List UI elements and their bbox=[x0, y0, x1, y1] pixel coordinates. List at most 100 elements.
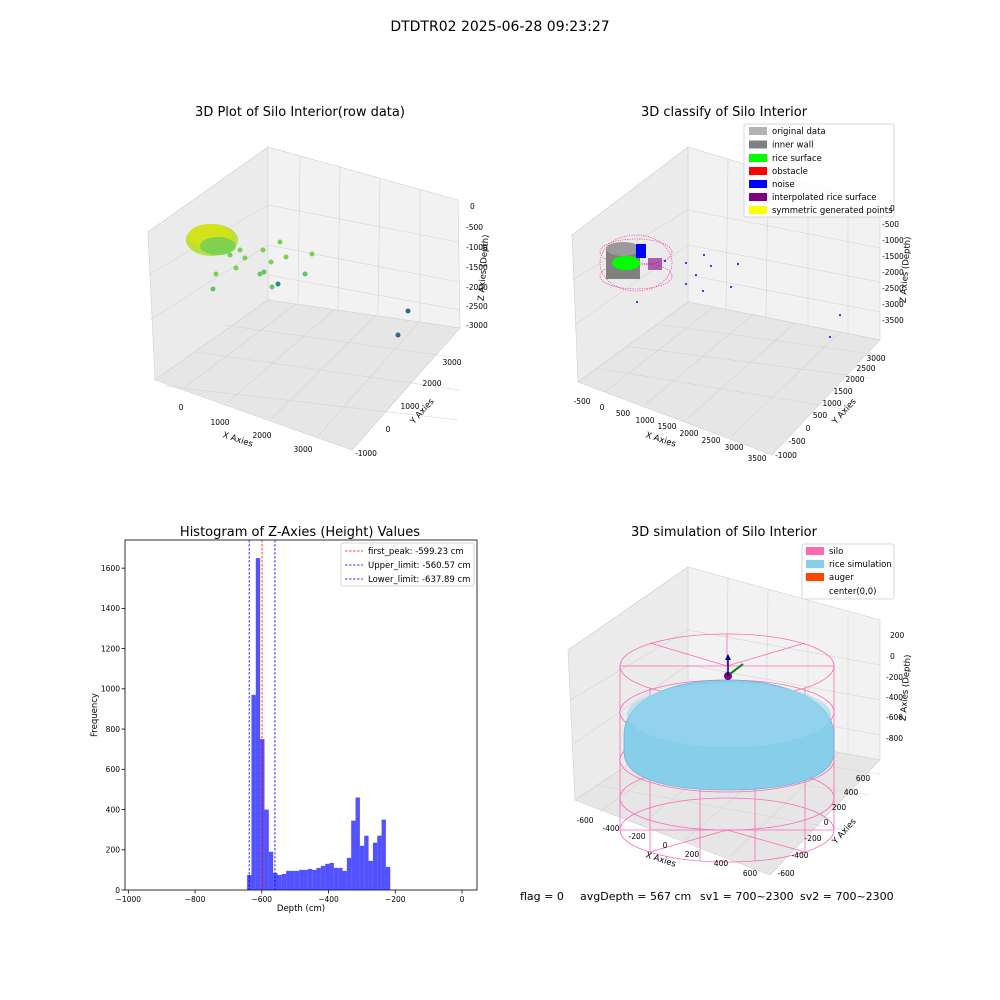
classify-y-tick: -500 bbox=[788, 437, 805, 446]
classify-x-tick: 3500 bbox=[747, 454, 766, 463]
classify-grid-z-side bbox=[574, 244, 689, 326]
simulation-legend: silo rice simulation auger center(0,0) bbox=[801, 543, 895, 600]
simulation-x-tick: 600 bbox=[743, 869, 758, 878]
raw-point bbox=[405, 308, 411, 314]
histogram-bar bbox=[255, 558, 261, 890]
classify-y-tick: 3000 bbox=[866, 354, 885, 363]
histogram-bar bbox=[312, 869, 317, 890]
classify-z-tick: -1500 bbox=[882, 252, 904, 261]
classify-z-tick: -3000 bbox=[882, 300, 904, 309]
histogram-bar bbox=[325, 863, 330, 890]
raw-grid-vert-3 bbox=[377, 177, 381, 316]
classify-noise-point bbox=[664, 260, 666, 262]
histogram-bar bbox=[338, 867, 343, 890]
classify-y-tick: 500 bbox=[813, 411, 828, 420]
classify-interp-ring bbox=[599, 234, 673, 292]
histogram-bar bbox=[299, 869, 304, 890]
classify-z-tick: -2000 bbox=[882, 268, 904, 277]
classify-y-tick: 1000 bbox=[822, 399, 841, 408]
simulation-legend-box bbox=[801, 543, 895, 600]
histogram-x-ticks: −1000 −800 −600 −400 −200 0 bbox=[116, 890, 465, 904]
raw-point bbox=[277, 239, 283, 245]
classify-noise-point bbox=[710, 265, 712, 267]
classify-y-tick: 2000 bbox=[845, 375, 864, 384]
silo-floor-spoke bbox=[649, 829, 728, 853]
classify-z-tick: 0 bbox=[890, 204, 895, 213]
raw-point bbox=[213, 271, 219, 277]
classify-grid-vert bbox=[725, 159, 729, 311]
histogram-y-tick-label: 800 bbox=[106, 725, 121, 734]
histogram-x-tick-label: −200 bbox=[385, 895, 406, 904]
histogram-bar bbox=[294, 870, 300, 890]
raw-x-tick: 2000 bbox=[252, 431, 271, 440]
raw-point bbox=[227, 252, 233, 258]
histogram-y-tick-label: 200 bbox=[106, 846, 121, 855]
histogram-bar bbox=[359, 845, 365, 890]
raw-grid-x-1000 bbox=[227, 308, 336, 403]
raw-x-tick: 1000 bbox=[210, 418, 229, 427]
classify-x-tick: 3000 bbox=[724, 443, 743, 452]
raw-z-tick: -1500 bbox=[466, 263, 488, 272]
legend-swatch-wall bbox=[749, 140, 767, 149]
classify-3d-title: 3D classify of Silo Interior bbox=[641, 105, 808, 120]
classify-noise-point bbox=[685, 283, 687, 285]
raw-3d-gridlines bbox=[147, 155, 461, 437]
simulation-z-tick: -200 bbox=[886, 673, 903, 682]
status-flag: flag = 0 bbox=[520, 890, 564, 903]
silo-spoke bbox=[726, 642, 806, 667]
raw-z-tick: -2000 bbox=[466, 283, 488, 292]
classify-noise-point bbox=[695, 274, 697, 276]
histogram-x-tick-label: −400 bbox=[318, 895, 339, 904]
raw-3d-points bbox=[186, 224, 411, 338]
raw-grid-x-0 bbox=[184, 303, 297, 388]
classify-3d-floor-pane bbox=[577, 301, 881, 456]
histogram-bar bbox=[355, 797, 360, 890]
figure-suptitle: DTDTR02 2025-06-28 09:23:27 bbox=[390, 19, 609, 35]
simulation-3d-title: 3D simulation of Silo Interior bbox=[631, 525, 818, 540]
legend-label-rice: rice surface bbox=[772, 154, 822, 164]
raw-point bbox=[261, 269, 267, 275]
raw-x-tick: 0 bbox=[179, 403, 184, 412]
legend-label-interp: interpolated rice surface bbox=[772, 193, 877, 203]
histogram-bar bbox=[251, 694, 256, 890]
simulation-grid-z-side bbox=[571, 664, 689, 746]
histogram-title: Histogram of Z-Axies (Height) Values bbox=[180, 525, 420, 540]
histogram-y-tick-label: 400 bbox=[106, 805, 121, 814]
classify-z-label: Z Axies (Depth) bbox=[899, 236, 914, 303]
status-sv2: sv2 = 700~2300 bbox=[800, 890, 894, 903]
legend-label-obstacle: obstacle bbox=[772, 167, 808, 177]
legend-swatch-auger bbox=[806, 573, 824, 581]
raw-grid-z-3 bbox=[267, 274, 461, 311]
simulation-grid-y bbox=[594, 784, 846, 831]
classify-3d-y-ticks: -1000 -500 0 500 1000 1500 2000 2500 300… bbox=[775, 354, 886, 460]
classify-x-label: X Axies bbox=[644, 430, 677, 449]
raw-z-tick: -500 bbox=[466, 223, 483, 232]
raw-y-tick: 3000 bbox=[442, 358, 461, 367]
raw-point bbox=[242, 255, 248, 261]
classify-rice-surface bbox=[612, 256, 640, 270]
classify-y-tick: -1000 bbox=[775, 451, 797, 460]
histogram-bar bbox=[277, 874, 282, 890]
raw-grid-z-2 bbox=[267, 244, 460, 283]
raw-grid-y-2 bbox=[194, 351, 461, 391]
raw-y-tick: 1000 bbox=[400, 402, 419, 411]
legend-swatch-symmetric bbox=[749, 206, 767, 214]
simulation-rice-surface bbox=[623, 679, 835, 791]
raw-z-tick: -2500 bbox=[466, 302, 488, 311]
classify-3d-x-ticks: -500 0 500 1000 1500 2000 2500 3000 3500 bbox=[573, 397, 766, 463]
status-line: flag = 0 avgDepth = 567 cm sv1 = 700~230… bbox=[520, 890, 894, 903]
raw-point bbox=[395, 332, 401, 338]
raw-grid-z-1 bbox=[267, 204, 459, 243]
raw-point bbox=[275, 281, 281, 287]
legend-label-lower: Lower_limit: -637.89 cm bbox=[368, 575, 470, 585]
histogram-bar bbox=[320, 865, 326, 890]
auger-arm bbox=[729, 663, 744, 675]
histogram-legend-box bbox=[340, 542, 475, 587]
raw-grid-x-3000 bbox=[317, 320, 421, 437]
legend-label-symmetric: symmetric generated points bbox=[772, 206, 893, 216]
raw-3d-panes bbox=[147, 146, 461, 451]
simulation-z-tick: 200 bbox=[890, 631, 905, 640]
classify-noise-point bbox=[737, 263, 739, 265]
legend-swatch-silo bbox=[806, 547, 824, 555]
classify-grid-y bbox=[654, 323, 881, 356]
